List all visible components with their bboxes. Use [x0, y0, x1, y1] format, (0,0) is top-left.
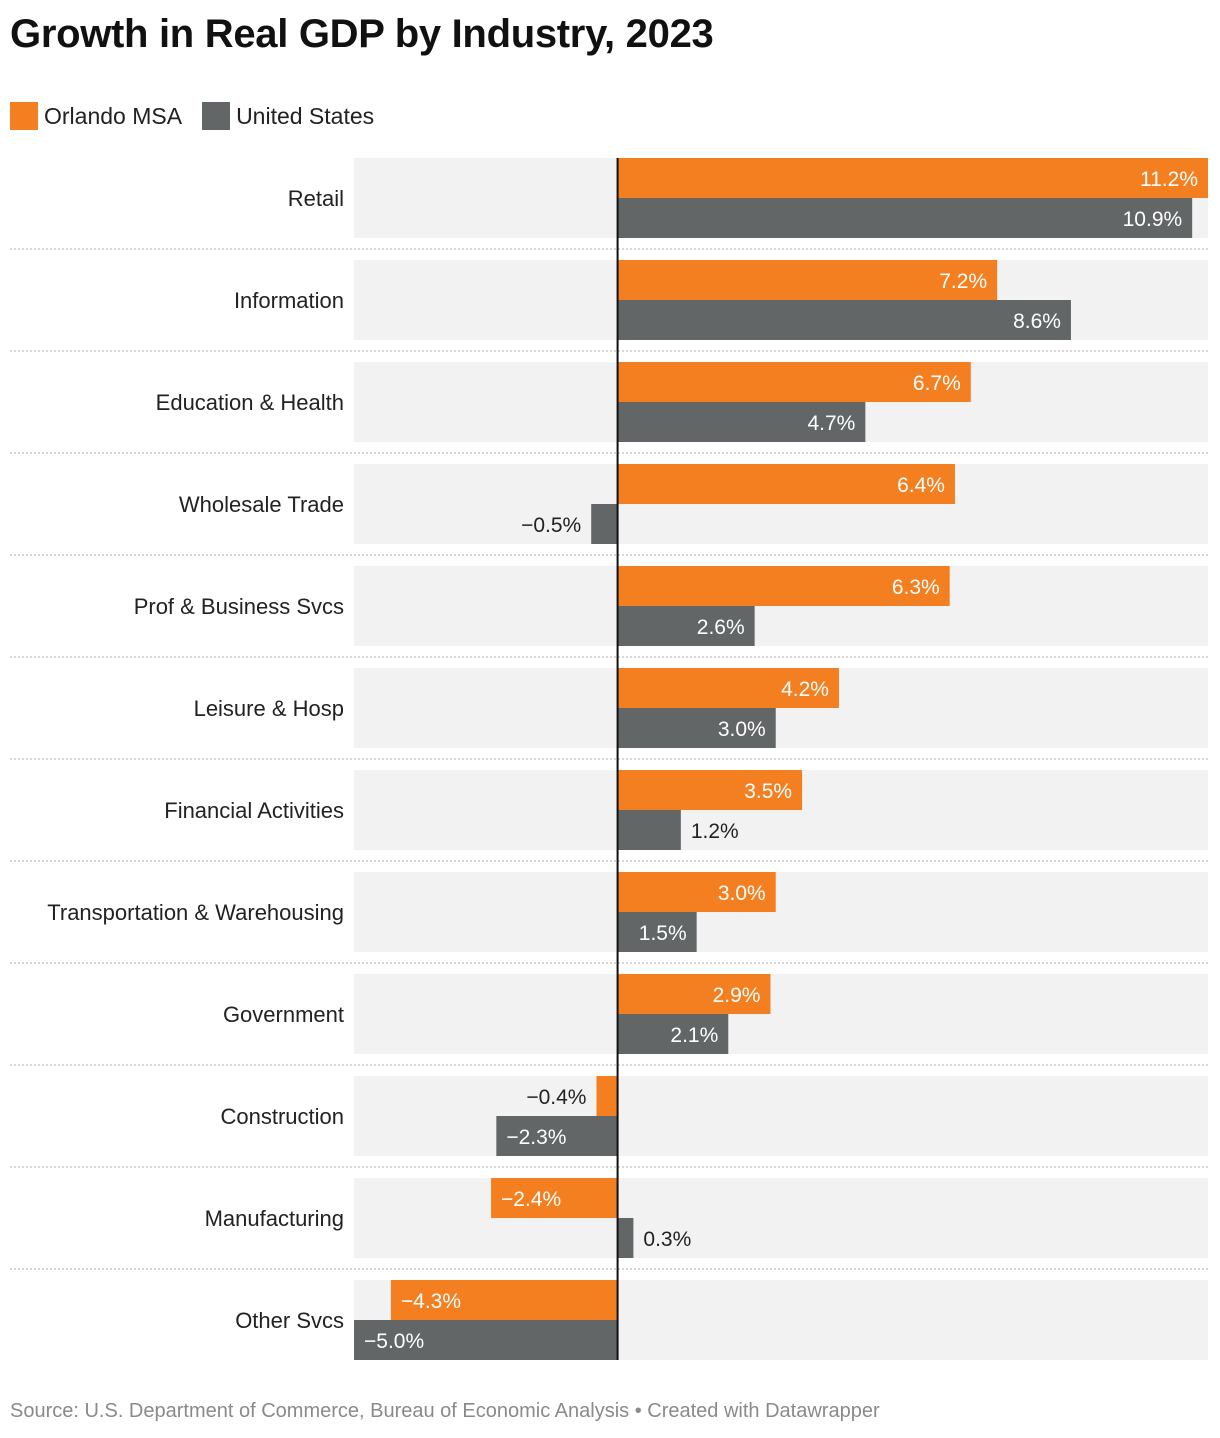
bar-orlando-msa-retail [617, 158, 1208, 198]
category-label-retail: Retail [288, 186, 344, 211]
bar-orlando-msa-prof-and-business-svcs [617, 566, 950, 606]
chart-title: Growth in Real GDP by Industry, 2023 [10, 12, 714, 56]
bar-orlando-msa-government [617, 974, 771, 1014]
legend-swatch-orlando [10, 102, 38, 130]
bar-united-states-transportation-and-warehousing [617, 912, 697, 952]
value-label-united-states-prof-and-business-svcs: 2.6% [697, 616, 745, 639]
bar-united-states-other-svcs [354, 1320, 618, 1360]
source-note: Source: U.S. Department of Commerce, Bur… [10, 1400, 880, 1422]
category-label-leisure-and-hosp: Leisure & Hosp [194, 696, 344, 721]
value-label-orlando-msa-retail: 11.2% [1140, 168, 1198, 191]
bar-orlando-msa-financial-activities [617, 770, 803, 810]
bar-united-states-manufacturing [617, 1218, 634, 1258]
legend-label-orlando: Orlando MSA [44, 102, 183, 129]
value-label-united-states-construction: −2.3% [506, 1126, 566, 1149]
category-label-manufacturing: Manufacturing [205, 1206, 344, 1231]
bar-orlando-msa-transportation-and-warehousing [617, 872, 776, 912]
legend-label-united-states: United States [236, 102, 375, 129]
legend-item-orlando: Orlando MSA [10, 102, 182, 130]
value-label-orlando-msa-other-svcs: −4.3% [401, 1290, 461, 1313]
category-label-construction: Construction [220, 1104, 344, 1129]
legend-swatch-united-states [202, 102, 231, 130]
legend: Orlando MSA United States [10, 102, 394, 130]
value-label-united-states-financial-activities: 1.2% [691, 820, 739, 843]
value-label-orlando-msa-information: 7.2% [939, 270, 987, 293]
value-label-united-states-retail: 10.9% [1123, 208, 1183, 231]
row-background [354, 974, 1208, 1054]
value-label-united-states-transportation-and-warehousing: 1.5% [639, 922, 687, 945]
value-label-united-states-information: 8.6% [1013, 310, 1061, 333]
category-label-transportation-and-warehousing: Transportation & Warehousing [47, 900, 344, 925]
bar-united-states-construction [496, 1116, 618, 1156]
value-label-orlando-msa-leisure-and-hosp: 4.2% [781, 678, 829, 701]
category-label-financial-activities: Financial Activities [164, 798, 344, 823]
row-background [354, 872, 1208, 952]
value-label-united-states-manufacturing: 0.3% [643, 1228, 691, 1251]
category-label-government: Government [223, 1002, 344, 1027]
bar-united-states-financial-activities [617, 810, 681, 850]
value-label-orlando-msa-manufacturing: −2.4% [501, 1188, 561, 1211]
bar-united-states-leisure-and-hosp [617, 708, 776, 748]
value-label-orlando-msa-construction: −0.4% [526, 1086, 586, 1109]
bar-orlando-msa-other-svcs [390, 1280, 618, 1320]
bar-orlando-msa-information [617, 260, 998, 300]
bar-united-states-prof-and-business-svcs [617, 606, 755, 646]
value-label-orlando-msa-transportation-and-warehousing: 3.0% [718, 882, 766, 905]
bar-united-states-retail [617, 198, 1193, 238]
value-label-united-states-government: 2.1% [670, 1024, 718, 1047]
value-label-united-states-wholesale-trade: −0.5% [521, 514, 581, 537]
value-label-orlando-msa-prof-and-business-svcs: 6.3% [892, 576, 940, 599]
value-label-united-states-leisure-and-hosp: 3.0% [718, 718, 766, 741]
value-label-orlando-msa-wholesale-trade: 6.4% [897, 474, 945, 497]
bar-orlando-msa-manufacturing [491, 1178, 618, 1218]
category-label-wholesale-trade: Wholesale Trade [179, 492, 344, 517]
bar-united-states-information [617, 300, 1071, 340]
value-label-orlando-msa-education-and-health: 6.7% [913, 372, 961, 395]
bar-united-states-government [617, 1014, 729, 1054]
value-label-orlando-msa-government: 2.9% [713, 984, 761, 1007]
value-label-united-states-other-svcs: −5.0% [364, 1330, 424, 1353]
category-label-other-svcs: Other Svcs [235, 1308, 344, 1333]
bar-orlando-msa-education-and-health [617, 362, 971, 402]
bar-united-states-wholesale-trade [591, 504, 618, 544]
category-label-education-and-health: Education & Health [156, 390, 344, 415]
row-background [354, 1178, 1208, 1258]
bar-orlando-msa-leisure-and-hosp [617, 668, 839, 708]
bar-orlando-msa-construction [596, 1076, 618, 1116]
bar-orlando-msa-wholesale-trade [617, 464, 955, 504]
row-background [354, 1076, 1208, 1156]
value-label-orlando-msa-financial-activities: 3.5% [744, 780, 792, 803]
value-label-united-states-education-and-health: 4.7% [807, 412, 855, 435]
category-label-prof-and-business-svcs: Prof & Business Svcs [134, 594, 344, 619]
bar-united-states-education-and-health [617, 402, 866, 442]
legend-item-united-states: United States [202, 102, 374, 130]
category-label-information: Information [234, 288, 344, 313]
